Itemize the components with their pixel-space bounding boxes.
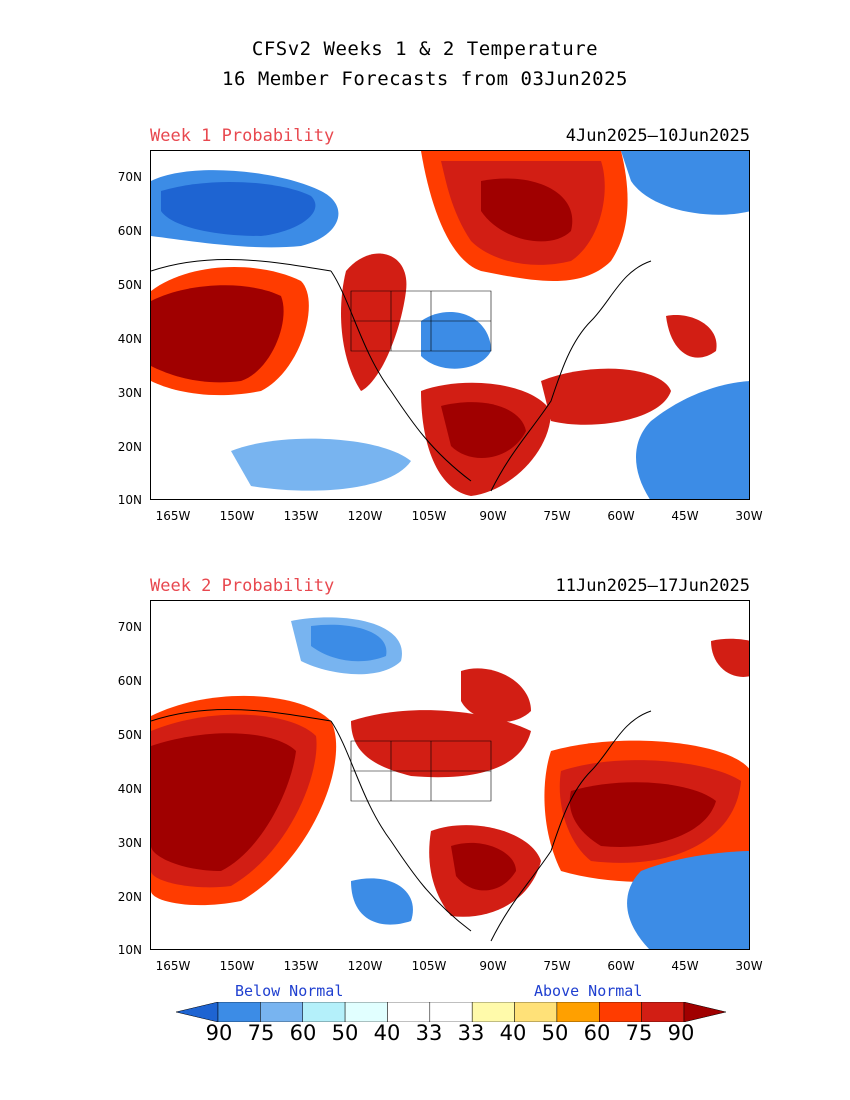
lon-tick: 45W <box>671 959 699 973</box>
lon-tick: 30W <box>735 509 763 523</box>
lat-tick: 50N <box>117 278 142 292</box>
lat-tick: 10N <box>117 493 142 507</box>
colorbar-value: 33 <box>457 1021 485 1045</box>
colorbar-swatch <box>344 1002 388 1022</box>
colorbar <box>176 1002 726 1022</box>
chart-title-line-1: CFSv2 Weeks 1 & 2 Temperature <box>251 38 599 60</box>
colorbar-swatch <box>387 1002 431 1022</box>
lon-tick: 135W <box>283 509 319 523</box>
colorbar-value: 75 <box>625 1021 653 1045</box>
lon-tick: 150W <box>219 509 255 523</box>
lon-tick: 30W <box>735 959 763 973</box>
lon-tick: 60W <box>607 959 635 973</box>
colorbar-value: 50 <box>541 1021 569 1045</box>
colorbar-value: 50 <box>331 1021 359 1045</box>
colorbar-swatch <box>514 1002 558 1022</box>
lon-tick: 45W <box>671 509 699 523</box>
lon-tick: 90W <box>479 959 507 973</box>
colorbar-swatch <box>683 1002 726 1022</box>
colorbar-swatch <box>176 1002 219 1022</box>
colorbar-swatch <box>599 1002 642 1022</box>
lon-tick: 165W <box>155 959 191 973</box>
colorbar-swatch <box>260 1002 303 1022</box>
lon-tick: 90W <box>479 509 507 523</box>
lat-tick: 20N <box>117 890 142 904</box>
coastline <box>151 708 652 942</box>
week2-probability-map <box>150 600 750 950</box>
lon-tick: 105W <box>411 509 447 523</box>
week1-date-range: 4Jun2025—10Jun2025 <box>565 126 750 146</box>
colorbar-swatch <box>471 1002 515 1022</box>
colorbar-swatch <box>302 1002 346 1022</box>
coastline <box>151 258 652 492</box>
lat-tick: 60N <box>117 224 142 238</box>
lat-tick: 40N <box>117 782 142 796</box>
lon-tick: 105W <box>411 959 447 973</box>
lon-tick: 150W <box>219 959 255 973</box>
lat-tick: 10N <box>117 943 142 957</box>
colorbar-value: 90 <box>667 1021 695 1045</box>
colorbar-value: 60 <box>583 1021 611 1045</box>
lat-tick: 30N <box>117 386 142 400</box>
week2-panel-label: Week 2 Probability <box>150 576 335 596</box>
lon-tick: 120W <box>347 509 383 523</box>
lat-tick: 60N <box>117 674 142 688</box>
week2-date-range: 11Jun2025—17Jun2025 <box>555 576 750 596</box>
colorbar-value: 90 <box>205 1021 233 1045</box>
week1-panel-label: Week 1 Probability <box>150 126 335 146</box>
lat-tick: 40N <box>117 332 142 346</box>
week1-probability-map <box>150 150 750 500</box>
colorbar-value: 60 <box>289 1021 317 1045</box>
colorbar-swatch <box>556 1002 600 1022</box>
lon-tick: 75W <box>543 959 571 973</box>
colorbar-value: 33 <box>415 1021 443 1045</box>
lat-tick: 20N <box>117 440 142 454</box>
colorbar-value: 75 <box>247 1021 275 1045</box>
lat-tick: 70N <box>117 620 142 634</box>
lon-tick: 75W <box>543 509 571 523</box>
colorbar-value: 40 <box>499 1021 527 1045</box>
lon-tick: 60W <box>607 509 635 523</box>
colorbar-value: 40 <box>373 1021 401 1045</box>
lon-tick: 120W <box>347 959 383 973</box>
chart-title-line-2: 16 Member Forecasts from 03Jun2025 <box>222 68 628 90</box>
colorbar-swatch <box>641 1002 685 1022</box>
lat-tick: 30N <box>117 836 142 850</box>
lon-tick: 165W <box>155 509 191 523</box>
lon-tick: 135W <box>283 959 319 973</box>
above-normal-label: Above Normal <box>534 982 643 1000</box>
lat-tick: 50N <box>117 728 142 742</box>
below-normal-label: Below Normal <box>235 982 344 1000</box>
lat-tick: 70N <box>117 170 142 184</box>
colorbar-swatch <box>217 1002 261 1022</box>
colorbar-swatch <box>429 1002 473 1022</box>
